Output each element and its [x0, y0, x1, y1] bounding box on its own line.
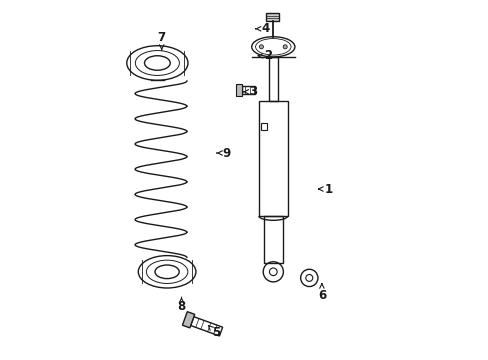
Text: 4: 4 [255, 22, 269, 35]
Polygon shape [235, 84, 241, 96]
Text: 9: 9 [216, 147, 230, 159]
Text: 2: 2 [258, 49, 272, 62]
Text: 1: 1 [318, 183, 332, 195]
Polygon shape [182, 312, 194, 328]
Text: 8: 8 [177, 297, 185, 313]
Circle shape [259, 45, 263, 49]
Text: 6: 6 [317, 284, 325, 302]
Text: 5: 5 [208, 325, 220, 339]
Text: 3: 3 [243, 85, 256, 98]
Circle shape [283, 45, 286, 49]
Polygon shape [265, 13, 279, 21]
Text: 7: 7 [157, 31, 165, 50]
